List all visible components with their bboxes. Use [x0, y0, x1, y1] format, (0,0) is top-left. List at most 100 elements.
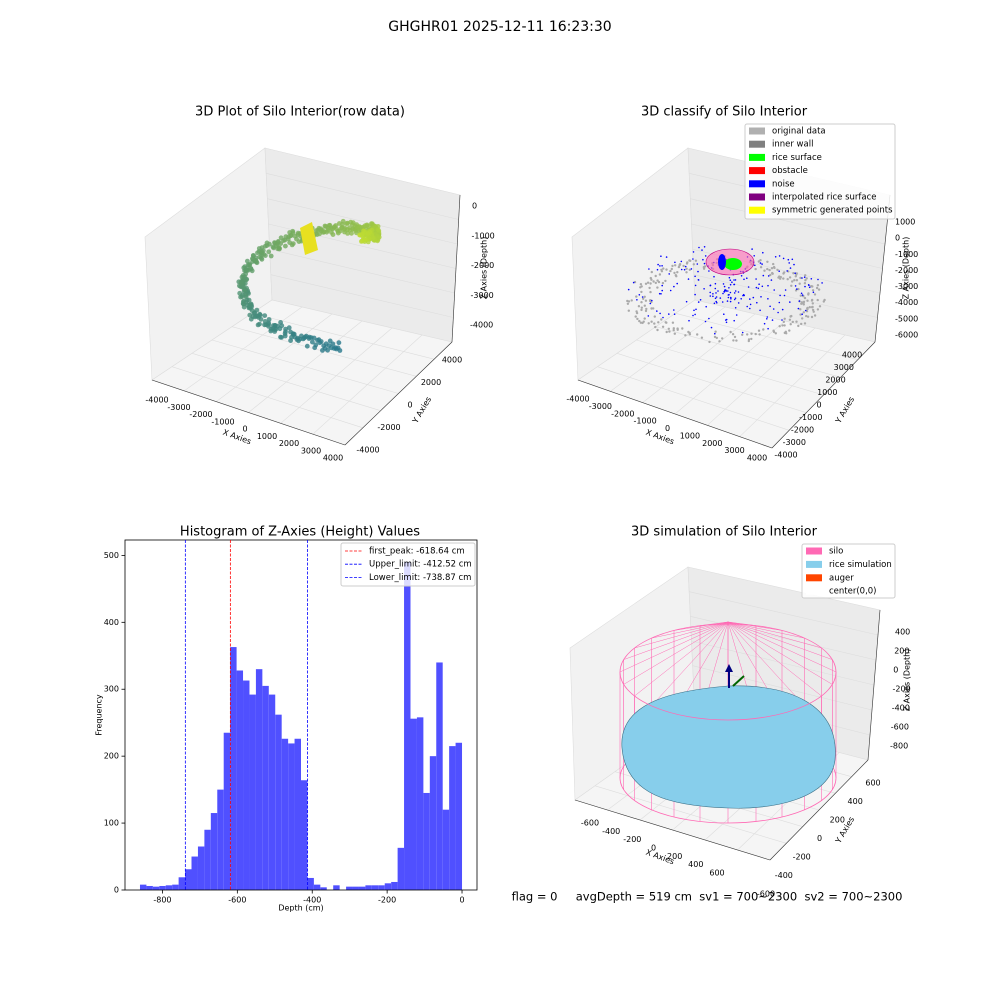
point	[811, 302, 814, 305]
point	[753, 255, 755, 257]
x-tick-label: 1000	[257, 432, 277, 441]
point	[770, 279, 773, 281]
point	[643, 317, 646, 320]
point	[754, 264, 756, 267]
bar	[185, 869, 192, 890]
bar	[429, 756, 437, 890]
point	[803, 296, 807, 300]
bar	[146, 885, 153, 890]
point	[733, 292, 736, 294]
bar	[358, 886, 366, 890]
footer-text: flag = 0 avgDepth = 519 cm sv1 = 700~230…	[512, 890, 903, 904]
point	[690, 268, 693, 270]
bar	[301, 780, 308, 890]
point	[733, 298, 736, 301]
point	[283, 243, 288, 249]
point	[649, 282, 652, 285]
subplot-title: 3D simulation of Silo Interior	[631, 525, 818, 540]
z-axis-label: Z Axies (Depth)	[903, 649, 912, 712]
point	[803, 282, 807, 285]
point	[771, 319, 774, 321]
point	[263, 253, 268, 258]
point	[282, 333, 288, 339]
point	[330, 232, 336, 238]
point	[650, 278, 653, 281]
point	[733, 335, 737, 339]
point	[642, 297, 645, 300]
point	[804, 285, 806, 288]
point	[244, 268, 249, 274]
point	[674, 264, 677, 267]
point	[795, 273, 798, 276]
point	[746, 333, 749, 336]
point	[665, 256, 668, 258]
point	[639, 283, 643, 286]
legend-label: obstacle	[772, 166, 808, 176]
point	[634, 315, 637, 318]
point	[694, 275, 696, 278]
auger-head	[725, 664, 733, 672]
point	[734, 307, 737, 309]
point	[643, 295, 646, 298]
point	[805, 314, 808, 318]
point	[728, 293, 730, 296]
bar	[384, 883, 392, 890]
z-tick-label: -400	[892, 704, 910, 713]
z-tick-label: -1000	[895, 250, 918, 259]
point	[714, 287, 717, 290]
point	[661, 325, 665, 328]
point	[751, 248, 753, 250]
point	[789, 315, 792, 318]
point	[684, 334, 687, 337]
point	[786, 278, 789, 281]
x-tick-label: -200	[378, 896, 396, 905]
point	[817, 288, 821, 291]
axes-frame	[124, 539, 478, 891]
point	[278, 320, 283, 325]
point	[708, 340, 711, 344]
point	[789, 267, 792, 269]
bar	[436, 662, 443, 890]
y-tick-label: 0	[816, 401, 821, 410]
point	[795, 320, 798, 323]
z-tick-label: -6000	[895, 331, 918, 340]
y-tick-label: 400	[104, 618, 119, 627]
z-tick-label: -2000	[895, 266, 918, 275]
pane-grid	[693, 274, 878, 318]
point	[709, 284, 712, 287]
point	[704, 255, 707, 257]
z-tick-label: -1000	[472, 231, 495, 240]
point	[688, 268, 691, 271]
point	[673, 285, 675, 288]
point	[658, 273, 662, 276]
bar	[159, 885, 166, 890]
point	[741, 333, 744, 336]
bar	[165, 885, 173, 890]
point	[241, 284, 246, 290]
point	[781, 308, 784, 311]
legend-label: center(0,0)	[829, 587, 877, 597]
silo-wire	[727, 621, 822, 649]
bar	[243, 680, 250, 890]
point	[768, 268, 771, 272]
x-tick-label: 4000	[323, 454, 343, 463]
point	[792, 272, 795, 275]
point	[627, 309, 630, 312]
y-tick-label: -600	[757, 890, 775, 899]
legend-label: silo	[829, 547, 843, 557]
point	[723, 290, 725, 293]
bar	[191, 856, 198, 890]
point	[656, 328, 659, 332]
point	[729, 300, 732, 303]
bar	[223, 732, 231, 890]
point	[811, 289, 815, 292]
point	[661, 281, 665, 285]
pane-grid	[689, 591, 879, 636]
point	[791, 280, 794, 283]
point	[249, 308, 255, 313]
x-tick-label: -4000	[566, 395, 589, 404]
point	[803, 322, 807, 325]
point	[641, 321, 644, 325]
point	[716, 302, 718, 304]
z-axis-label: Z Axies (Depth)	[480, 237, 489, 300]
